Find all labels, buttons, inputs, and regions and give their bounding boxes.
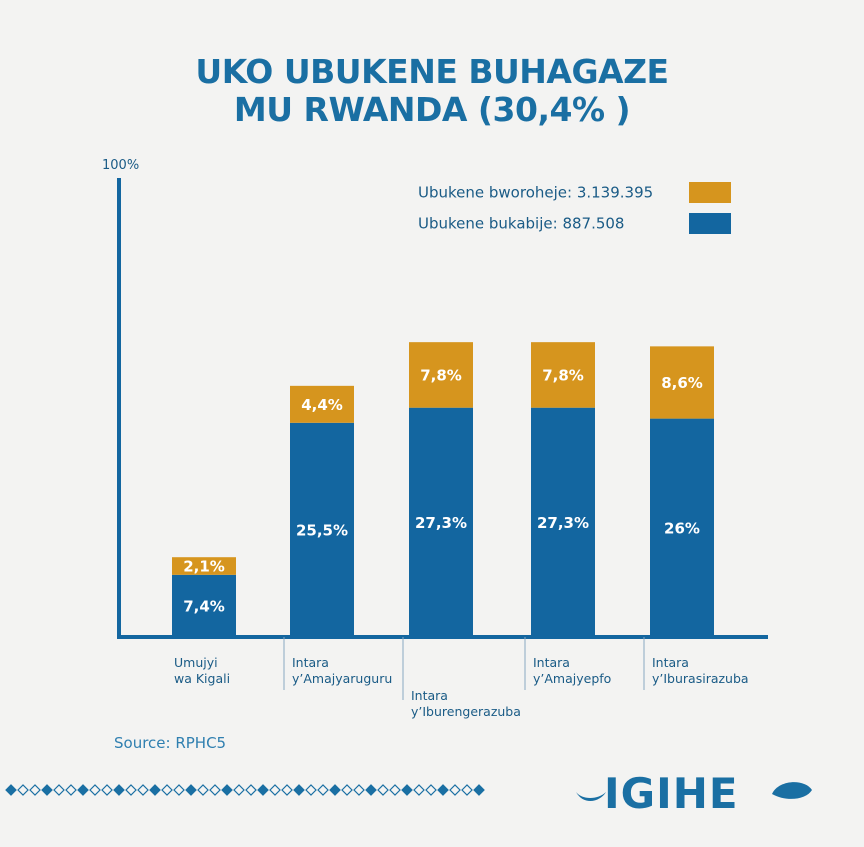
pattern-diamond (317, 784, 329, 796)
pattern-diamond (173, 784, 185, 796)
pattern-diamond (425, 784, 437, 796)
x-tick-label: y’Iburasirazuba (652, 671, 749, 686)
bar-value-label: 26% (664, 519, 700, 537)
pattern-diamond (305, 784, 317, 796)
pattern-diamond (293, 784, 305, 796)
pattern-diamond (233, 784, 245, 796)
pattern-diamond (29, 784, 41, 796)
pattern-diamond (137, 784, 149, 796)
decorative-pattern (5, 784, 485, 796)
x-tick-label: y’Amajyaruguru (292, 671, 392, 686)
stacked-bar-chart: 100% Ubukene bworoheje: 3.139.395 Ubukene … (102, 158, 768, 719)
x-tick-label: y’Amajyepfo (533, 671, 611, 686)
pattern-diamond (341, 784, 353, 796)
pattern-diamond (281, 784, 293, 796)
igihe-logo: IGIHE (572, 770, 822, 818)
pattern-diamond (365, 784, 377, 796)
bar-value-label: 27,3% (537, 514, 589, 532)
pattern-diamond (269, 784, 281, 796)
pattern-diamond (41, 784, 53, 796)
pattern-diamond (185, 784, 197, 796)
bar-segment (290, 385, 354, 423)
source-note: Source: RPHC5 (114, 734, 227, 752)
bar-value-label: 8,6% (661, 374, 703, 392)
pattern-diamond (65, 784, 77, 796)
pattern-diamond (209, 784, 221, 796)
bar-value-label: 27,3% (415, 514, 467, 532)
bar-segment (172, 557, 236, 575)
pattern-diamond (149, 784, 161, 796)
pattern-diamond (437, 784, 449, 796)
x-tick-label: Intara (292, 655, 329, 670)
pattern-diamond (401, 784, 413, 796)
x-tick-label: Umujyi (174, 655, 218, 670)
bar-segment (531, 407, 595, 637)
pattern-diamond (473, 784, 485, 796)
pattern-diamond (449, 784, 461, 796)
pattern-diamond (197, 784, 209, 796)
pattern-diamond (389, 784, 401, 796)
logo-text: IGIHE (604, 769, 739, 818)
pattern-diamond (125, 784, 137, 796)
bar-segment (290, 422, 354, 637)
pattern-diamond (329, 784, 341, 796)
pattern-diamond (113, 784, 125, 796)
bar-segment (172, 574, 236, 637)
legend-label: Ubukene bukabije: 887.508 (418, 215, 624, 233)
x-tick-label: Intara (533, 655, 570, 670)
pattern-diamond (101, 784, 113, 796)
bar-segment (650, 346, 714, 419)
x-tick-label: wa Kigali (174, 671, 230, 686)
pattern-diamond (353, 784, 365, 796)
bar-value-label: 25,5% (296, 521, 348, 539)
pattern-diamond (17, 784, 29, 796)
bar-segment (409, 407, 473, 637)
chart-title-line2: MU RWANDA (30,4% ) (233, 90, 631, 129)
pattern-diamond (257, 784, 269, 796)
bar-value-label: 2,1% (183, 558, 225, 576)
legend-swatch (689, 213, 731, 234)
pattern-diamond (161, 784, 173, 796)
pattern-diamond (377, 784, 389, 796)
x-tick-label: y’Iburengerazuba (411, 704, 521, 719)
bar-value-label: 7,4% (183, 597, 225, 615)
chart-title-line1: UKO UBUKENE BUHAGAZE (195, 52, 669, 91)
bar-value-label: 7,8% (420, 366, 462, 384)
y-axis-top-label: 100% (102, 158, 139, 173)
bar-value-label: 4,4% (301, 396, 343, 414)
pattern-diamond (77, 784, 89, 796)
pattern-diamond (461, 784, 473, 796)
pattern-diamond (53, 784, 65, 796)
bar-segment (409, 342, 473, 408)
wave-icon (576, 782, 812, 802)
pattern-diamond (89, 784, 101, 796)
bar-value-label: 7,8% (542, 366, 584, 384)
legend-label: Ubukene bworoheje: 3.139.395 (418, 184, 653, 202)
bar-segment (531, 342, 595, 408)
pattern-diamond (245, 784, 257, 796)
pattern-diamond (413, 784, 425, 796)
pattern-diamond (221, 784, 233, 796)
pattern-diamond (5, 784, 17, 796)
x-tick-label: Intara (652, 655, 689, 670)
x-tick-label: Intara (411, 688, 448, 703)
bar-segment (650, 418, 714, 637)
legend-swatch (689, 182, 731, 203)
